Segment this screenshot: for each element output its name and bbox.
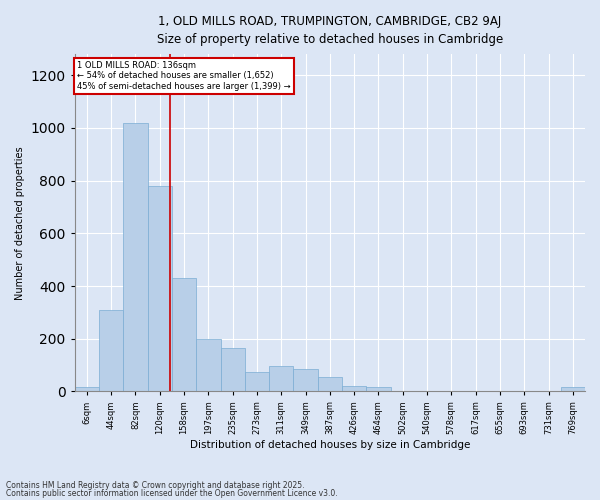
Bar [124,122,148,392]
Bar [318,377,342,392]
Bar [367,388,391,392]
Bar [75,388,99,392]
Bar [99,310,124,392]
Text: Contains HM Land Registry data © Crown copyright and database right 2025.: Contains HM Land Registry data © Crown c… [6,481,305,490]
Bar [269,366,293,392]
Bar [221,348,245,392]
Bar [245,372,269,392]
Text: Contains public sector information licensed under the Open Government Licence v3: Contains public sector information licen… [6,488,338,498]
Title: 1, OLD MILLS ROAD, TRUMPINGTON, CAMBRIDGE, CB2 9AJ
Size of property relative to : 1, OLD MILLS ROAD, TRUMPINGTON, CAMBRIDG… [157,15,503,46]
X-axis label: Distribution of detached houses by size in Cambridge: Distribution of detached houses by size … [190,440,470,450]
Bar [172,278,196,392]
Bar [293,369,318,392]
Text: 1 OLD MILLS ROAD: 136sqm
← 54% of detached houses are smaller (1,652)
45% of sem: 1 OLD MILLS ROAD: 136sqm ← 54% of detach… [77,61,291,90]
Bar [196,338,221,392]
Y-axis label: Number of detached properties: Number of detached properties [15,146,25,300]
Bar [342,386,367,392]
Bar [148,186,172,392]
Bar [561,388,585,392]
